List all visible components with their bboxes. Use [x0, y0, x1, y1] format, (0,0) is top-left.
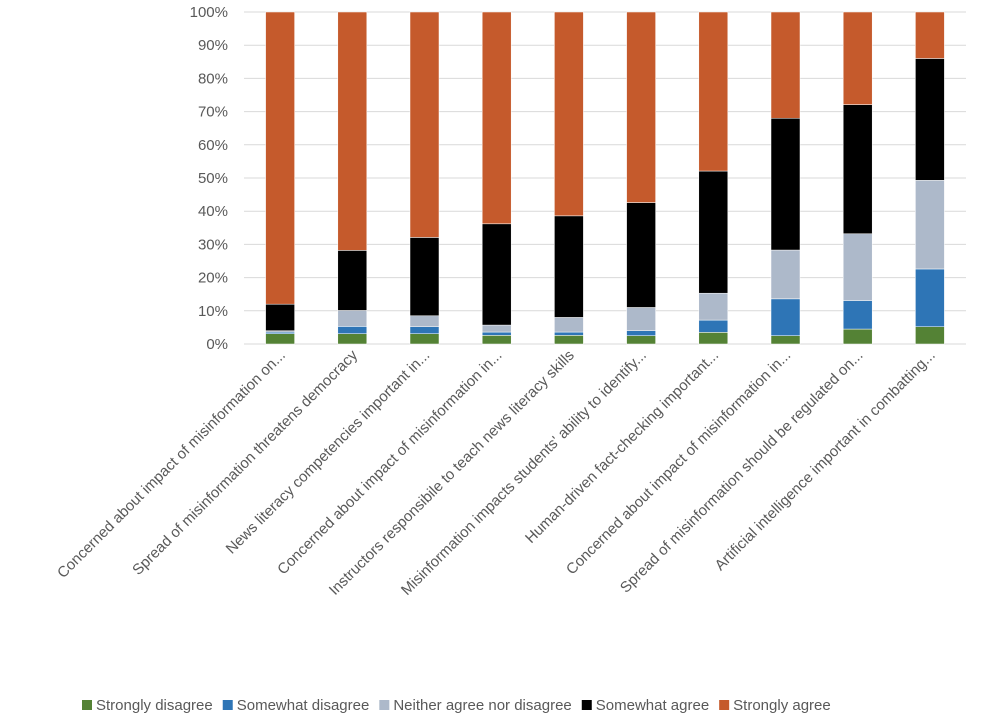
bar-segment-strongly-agree — [698, 11, 729, 172]
legend-item: Neither agree nor disagree — [379, 697, 572, 714]
bar-segment-strongly-agree — [481, 11, 512, 225]
bar-segment-strongly-disagree — [698, 332, 729, 345]
bar-segment-somewhat-agree — [409, 237, 440, 317]
legend-item: Strongly disagree — [82, 697, 213, 714]
bar-segment-neither-agree-nor-disagree — [842, 233, 873, 301]
legend-swatch — [581, 700, 592, 710]
bars — [265, 11, 945, 345]
bar-segment-neither-agree-nor-disagree — [409, 315, 440, 327]
bar-segment-strongly-disagree — [409, 333, 440, 345]
y-tick-label: 40% — [198, 203, 228, 220]
x-tick-label: Spread of misinformation should be regul… — [617, 347, 867, 597]
bar-segment-strongly-disagree — [554, 335, 584, 345]
bar-segment-strongly-agree — [265, 11, 295, 305]
y-tick-label: 90% — [198, 37, 228, 54]
legend-label: Strongly disagree — [96, 697, 213, 714]
bar-segment-neither-agree-nor-disagree — [626, 307, 656, 331]
y-tick-label: 50% — [198, 170, 228, 187]
bar-segment-somewhat-agree — [554, 215, 584, 318]
x-axis: Concerned about impact of misinformation… — [54, 346, 939, 598]
bar-segment-strongly-disagree — [337, 333, 368, 345]
bar-segment-somewhat-disagree — [915, 268, 945, 327]
bar-segment-strongly-agree — [770, 11, 801, 119]
legend-swatch — [379, 700, 390, 710]
y-tick-label: 0% — [206, 336, 228, 353]
y-tick-label: 70% — [198, 104, 228, 121]
bar-segment-strongly-disagree — [265, 333, 295, 345]
bar-segment-somewhat-disagree — [842, 300, 873, 330]
bar-segment-somewhat-agree — [842, 104, 873, 235]
bar-segment-neither-agree-nor-disagree — [698, 292, 729, 321]
legend-swatch — [82, 700, 92, 710]
x-tick-label: Instructors responsibile to teach news l… — [326, 347, 578, 599]
x-tick-label: Misinformation impacts students' ability… — [398, 347, 650, 599]
bar-segment-somewhat-agree — [337, 250, 368, 311]
bar-segment-somewhat-agree — [481, 223, 512, 326]
legend-label: Somewhat disagree — [237, 697, 370, 714]
bar-segment-strongly-disagree — [915, 326, 945, 345]
bar-segment-neither-agree-nor-disagree — [481, 324, 512, 333]
bar-segment-neither-agree-nor-disagree — [915, 180, 945, 270]
bar-segment-somewhat-disagree — [481, 331, 512, 336]
bar-segment-strongly-disagree — [481, 335, 512, 345]
bar-segment-strongly-disagree — [770, 335, 801, 345]
y-tick-label: 80% — [198, 70, 228, 87]
legend-label: Somewhat agree — [596, 697, 709, 714]
legend-swatch — [719, 700, 730, 710]
y-axis: 0% 10% 20% 30% 40% 50% 60% 70% 80% 90% 100% — [190, 4, 228, 353]
bar-segment-somewhat-agree — [626, 202, 656, 308]
bar-segment-strongly-disagree — [626, 335, 656, 345]
bar-segment-strongly-agree — [842, 11, 873, 105]
y-tick-label: 20% — [198, 270, 228, 287]
bar-segment-neither-agree-nor-disagree — [337, 310, 368, 327]
bar-segment-strongly-agree — [626, 11, 656, 203]
bar-segment-somewhat-disagree — [337, 326, 368, 334]
bar-segment-somewhat-disagree — [409, 326, 440, 334]
legend-item: Somewhat disagree — [222, 697, 370, 714]
bar-segment-somewhat-agree — [915, 58, 945, 181]
bar-segment-strongly-agree — [554, 11, 584, 217]
bar-segment-strongly-agree — [409, 11, 440, 238]
bar-segment-strongly-disagree — [842, 328, 873, 345]
bar-segment-somewhat-disagree — [554, 331, 584, 336]
y-tick-label: 60% — [198, 137, 228, 154]
legend-item: Somewhat agree — [581, 697, 709, 714]
bar-segment-neither-agree-nor-disagree — [554, 317, 584, 333]
legend: Strongly disagree Somewhat disagree Neithe… — [82, 697, 831, 714]
bar-segment-somewhat-disagree — [770, 298, 801, 336]
bar-segment-strongly-agree — [337, 11, 368, 251]
y-tick-label: 100% — [190, 4, 228, 21]
bar-segment-somewhat-agree — [698, 170, 729, 294]
bar-segment-strongly-agree — [915, 11, 945, 59]
bar-segment-somewhat-agree — [265, 303, 295, 331]
legend-item: Strongly agree — [719, 697, 831, 714]
legend-label: Strongly agree — [733, 697, 831, 714]
legend-label: Neither agree nor disagree — [393, 697, 571, 714]
bar-segment-somewhat-disagree — [698, 319, 729, 333]
y-tick-label: 10% — [198, 303, 228, 320]
bar-segment-somewhat-agree — [770, 117, 801, 251]
bar-segment-neither-agree-nor-disagree — [770, 249, 801, 300]
legend-swatch — [222, 700, 233, 710]
bar-segment-somewhat-disagree — [626, 330, 656, 336]
y-tick-label: 30% — [198, 236, 228, 253]
